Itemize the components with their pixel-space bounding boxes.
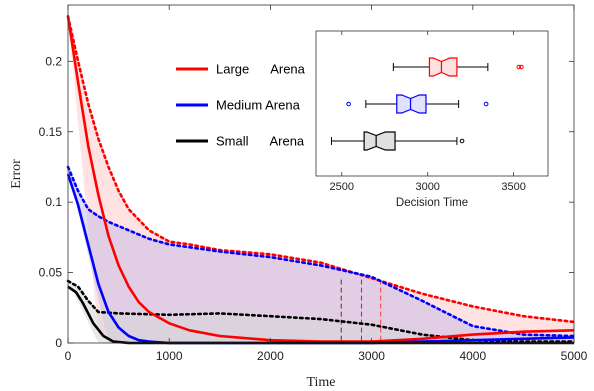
- y-tick-label: 0.2: [45, 54, 62, 68]
- boxplot-boxes: [330, 57, 524, 151]
- box-body: [396, 94, 427, 114]
- y-tick-label: 0: [55, 336, 62, 350]
- dashed-marker-lines: [340, 279, 382, 343]
- inset-x-ticks: 2500 3000 3500: [330, 31, 526, 193]
- y-axis-title: Error: [9, 159, 24, 189]
- outlier-point: [519, 64, 524, 70]
- y-axis-ticks: 0 0.05 0.1 0.15 0.2: [39, 54, 574, 350]
- upper-line-series-2: [66, 279, 576, 343]
- upper-bound-lines: [66, 14, 576, 343]
- y-tick-label: 0.15: [39, 125, 63, 139]
- legend-label-series-2: Small Arena: [216, 134, 305, 149]
- x-tick-label: 2000: [257, 349, 284, 363]
- upper-line-series-0: [66, 14, 576, 324]
- band-series-2: [68, 281, 574, 343]
- decision-time-boxplot: 2500 3000 3500 Decision Time: [315, 30, 549, 209]
- box-large-arena: [392, 57, 524, 77]
- x-tick-label: 4000: [459, 349, 486, 363]
- box-medium-arena: [346, 94, 489, 114]
- box-body: [363, 131, 396, 151]
- mean-line-series-0: [66, 16, 575, 343]
- x-tick-label: 3000: [358, 349, 385, 363]
- outlier-point: [459, 138, 465, 144]
- inset-x-tick-label: 2500: [330, 181, 354, 193]
- x-axis-title: Time: [306, 375, 335, 390]
- legend-label-series-1: Medium Arena: [216, 98, 301, 113]
- inset-x-tick-label: 3000: [415, 181, 439, 193]
- box-small-arena: [330, 131, 465, 151]
- box-body: [428, 57, 458, 77]
- confidence-bands: [68, 16, 574, 344]
- upper-line-series-1: [66, 165, 576, 338]
- legend-label-series-0: Large Arena: [216, 62, 306, 77]
- plot-frame: [67, 4, 575, 344]
- outlier-point: [483, 101, 489, 107]
- inset-x-axis-title: Decision Time: [396, 197, 468, 209]
- legend: Large Arena Medium Arena Small Arena: [176, 62, 306, 149]
- x-tick-label: 1000: [156, 349, 183, 363]
- band-series-1: [68, 167, 574, 343]
- main-plot: 0 1000 2000 3000 4000 5000 0 0.05 0.1 0.15 0.2 Ti…: [9, 4, 588, 390]
- y-tick-label: 0.1: [45, 195, 62, 209]
- x-tick-label: 5000: [561, 349, 588, 363]
- outlier-point: [516, 64, 522, 70]
- inset-x-tick-label: 3500: [501, 181, 525, 193]
- x-axis-ticks: 0 1000 2000 3000 4000 5000: [65, 5, 588, 363]
- mean-line-series-1: [66, 173, 575, 345]
- x-tick-label: 0: [65, 349, 72, 363]
- y-tick-label: 0.05: [39, 266, 63, 280]
- outlier-point: [346, 101, 351, 107]
